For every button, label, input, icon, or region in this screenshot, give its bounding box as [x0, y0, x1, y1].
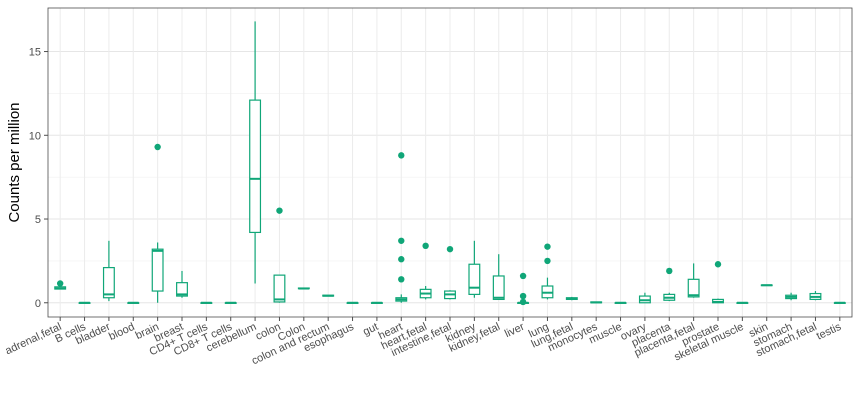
box-stomach-fetal [809, 291, 822, 301]
box-bladder [102, 240, 115, 302]
y-axis: 0 5 10 15 [29, 47, 48, 310]
box-testis [833, 301, 846, 304]
outlier-point [544, 257, 551, 265]
box-b-cells [78, 301, 91, 304]
box-skin [760, 284, 773, 287]
box-iqr [273, 274, 286, 303]
box-iqr [151, 248, 164, 292]
box-iqr [102, 266, 115, 299]
outlier-point [666, 267, 673, 275]
outlier-point [398, 152, 405, 159]
x-tick-label: gut [361, 321, 380, 338]
outlier-point [276, 207, 283, 214]
box-intestine-fetal [444, 245, 456, 300]
y-axis-label: Counts per million [6, 102, 23, 222]
box-colon [273, 207, 286, 303]
box-liver [517, 272, 530, 306]
box-monocytes [590, 301, 603, 304]
box-cd8-t-cells [224, 301, 237, 304]
box-kidney [468, 240, 481, 298]
box-blood [127, 301, 140, 304]
box-placenta [663, 267, 676, 302]
box-iqr [492, 275, 505, 301]
box-breast [176, 270, 188, 298]
box-iqr [687, 278, 700, 298]
x-tick-label: testis [815, 321, 844, 343]
box-esophagus [346, 301, 359, 304]
outlier-point [56, 280, 64, 287]
box-skeletal-muscle [736, 301, 749, 304]
outlier-point [714, 261, 722, 268]
outlier-point [422, 242, 429, 250]
box-kidney-fetal [492, 254, 505, 301]
box-cerebellum [249, 21, 262, 284]
box-stomach [785, 292, 798, 301]
box-colon-and-rectum [322, 294, 335, 297]
box-iqr [249, 99, 262, 234]
box-colon [297, 287, 310, 290]
y-tick-label: 5 [35, 214, 41, 226]
box-muscle [614, 301, 627, 304]
outlier-point [398, 276, 405, 283]
y-tick-label: 0 [35, 298, 41, 310]
outlier-point [519, 298, 527, 306]
outlier-point [519, 272, 527, 280]
box-placenta-fetal [687, 263, 700, 298]
box-heart-fetal [419, 242, 432, 300]
outlier-point [398, 256, 405, 263]
outlier-point [398, 237, 405, 244]
outlier-point [154, 143, 161, 151]
box-lung [541, 243, 554, 300]
box-lung-fetal [565, 296, 578, 301]
outlier-point [544, 243, 551, 250]
outlier-point [446, 245, 454, 253]
y-tick-label: 10 [29, 130, 41, 142]
box-iqr [468, 263, 481, 295]
box-brain [151, 143, 164, 303]
y-tick-label: 15 [29, 47, 41, 59]
box-prostate [712, 261, 724, 304]
outlier-point [519, 292, 527, 300]
boxes-layer [54, 21, 846, 306]
box-heart [395, 152, 408, 303]
box-gut [370, 301, 383, 304]
x-tick-label: liver [503, 321, 527, 341]
box-cd4-t-cells [200, 301, 213, 304]
box-iqr [176, 282, 188, 297]
x-tick-label: blood [107, 321, 136, 343]
box-adrenal-fetal [54, 280, 67, 290]
box-ovary [638, 292, 651, 304]
